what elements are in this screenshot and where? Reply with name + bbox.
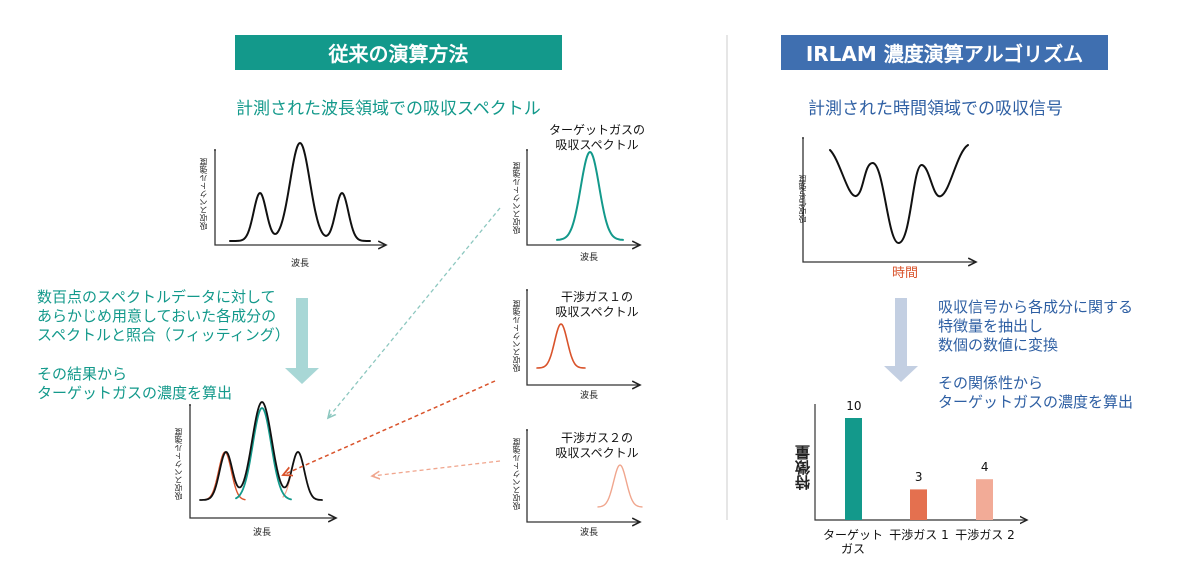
chart-axes [214,150,386,245]
dashed-arrow-interferer1 [283,380,496,475]
x-axis-label: 時間 [892,266,919,281]
axis-tip [526,149,528,151]
chart-axes [526,290,640,385]
right-title-banner: IRLAM 濃度演算アルゴリズム [781,35,1108,70]
axis-tip [526,429,528,431]
chart-axes [802,138,976,262]
right-subtitle: 計測された時間領域での吸収信号 [808,99,1063,119]
fitted-target-curve [235,406,292,501]
measured-spectrum-curve [229,141,371,242]
x-axis-label: 波長 [580,253,599,263]
bar-value-label: 4 [980,460,989,475]
reference-title-target: ターゲットガスの 吸収スペクトル [548,123,645,152]
axis-tip [189,404,191,406]
down-arrow-icon [884,298,918,382]
y-axis-label: 吸収スペクトル強度 [512,300,521,372]
dashed-arrow-target [328,207,501,418]
bar-value-label: 10 [846,399,862,413]
down-arrow-icon [285,298,319,384]
axis-tip [802,137,804,139]
y-axis-label: 吸収スペクトル強度 [512,438,521,510]
x-axis-label: 波長 [580,528,599,538]
left-description-result: その結果から ターゲットガスの濃度を算出 [37,365,233,402]
x-axis-label: 波長 [253,528,272,538]
x-axis-label: 波長 [580,391,599,401]
dashed-arrow-interferer2 [372,460,501,476]
chart-axes [189,405,336,518]
reference-title-interferer1: 干渉ガス１の 吸収スペクトル [555,290,639,319]
reference-title-interferer2: 干渉ガス２の 吸収スペクトル [555,431,639,460]
bar [976,479,993,520]
interferer1-spectrum-curve [536,323,586,369]
bar-chart-axes [814,404,1027,520]
time-signal-curve [829,144,969,244]
measured-spectrum-curve [199,400,323,501]
bar-category-label: ターゲット ガス [822,528,883,556]
interferer2-spectrum-curve [597,464,643,508]
chart-axes [526,150,640,245]
axis-tip [526,289,528,291]
bar-category-label: 干渉ガス 1 [889,528,949,542]
left-title-banner: 従来の演算方法 [235,35,562,70]
chart-axes [526,430,640,522]
bar [845,418,862,520]
target-spectrum-curve [556,150,624,241]
bar-value-label: 3 [914,470,923,485]
right-description-result: その関係性から ターゲットガスの濃度を算出 [938,374,1134,411]
y-axis-label: 吸収スペクトル強度 [512,162,521,234]
y-axis-label: 吸収信号強度 [798,175,807,223]
y-axis-label: 吸収スペクトル強度 [199,158,208,230]
left-description-fitting: 数百点のスペクトルデータに対して あらかじめ用意しておいた各成分の スペクトルと… [37,288,290,344]
y-axis-label: 吸収スペクトル強度 [174,428,183,500]
axis-tip [214,149,216,151]
right-description-features: 吸収信号から各成分に関する 特徴量を抽出し 数個の数値に変換 [938,298,1134,354]
x-axis-label: 波長 [291,259,310,269]
bar-category-label: 干渉ガス 2 [955,528,1015,542]
left-subtitle: 計測された波長領域での吸収スペクトル [236,99,541,119]
fitted-interferer1-curve [204,451,246,501]
bar [910,489,927,520]
bar-chart-y-label: 特徴量 [794,445,812,490]
